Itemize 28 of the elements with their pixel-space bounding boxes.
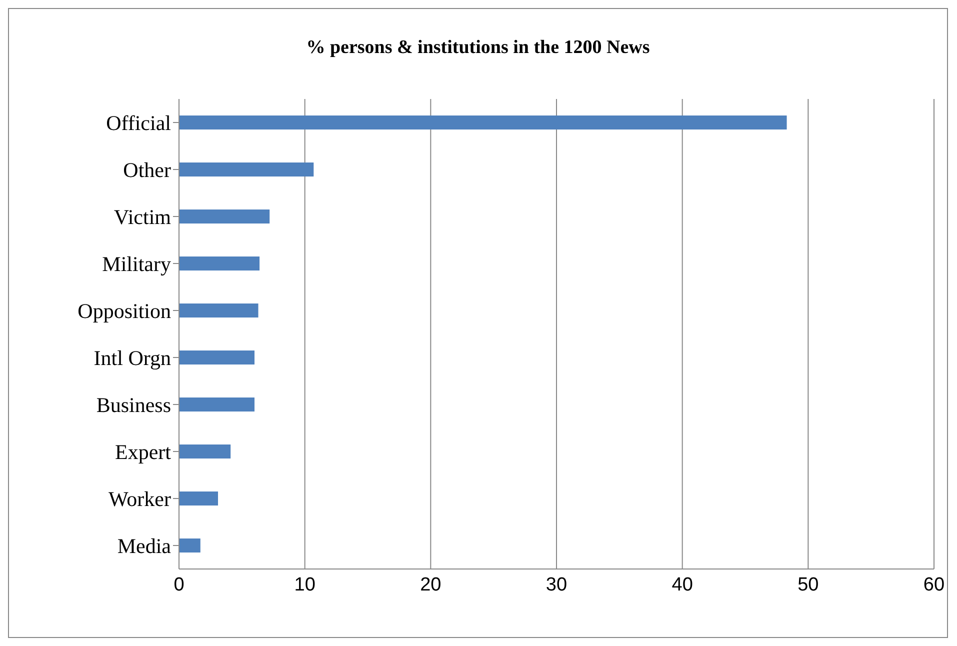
bar (179, 444, 231, 458)
bar (179, 491, 218, 506)
bar (179, 115, 787, 130)
y-tick-label: Intl Orgn (94, 346, 172, 370)
bar (179, 162, 314, 176)
x-tick-label: 20 (420, 574, 442, 596)
y-tick-label: Media (117, 534, 172, 558)
bar (179, 209, 270, 224)
bar (179, 350, 254, 364)
x-tick-label: 50 (798, 574, 819, 596)
chart-title: % persons & institutions in the 1200 News (305, 37, 651, 59)
y-tick-label: Official (106, 110, 172, 135)
bar (179, 303, 258, 318)
y-tick-label: Victim (114, 204, 171, 229)
x-tick-label: 10 (294, 574, 316, 596)
y-tick-label: Opposition (78, 298, 172, 323)
x-tick-label: 40 (672, 574, 693, 596)
y-tick-label: Business (96, 392, 171, 417)
y-tick-label: Other (123, 158, 171, 182)
bar (179, 256, 260, 270)
x-tick-label: 30 (546, 574, 568, 596)
x-tick-label: 0 (174, 574, 184, 596)
y-tick-label: Worker (108, 486, 171, 511)
bar (179, 397, 254, 412)
bar (179, 538, 200, 552)
y-tick-label: Expert (115, 440, 172, 464)
x-tick-label: 60 (923, 574, 945, 596)
y-tick-label: Military (102, 252, 172, 276)
